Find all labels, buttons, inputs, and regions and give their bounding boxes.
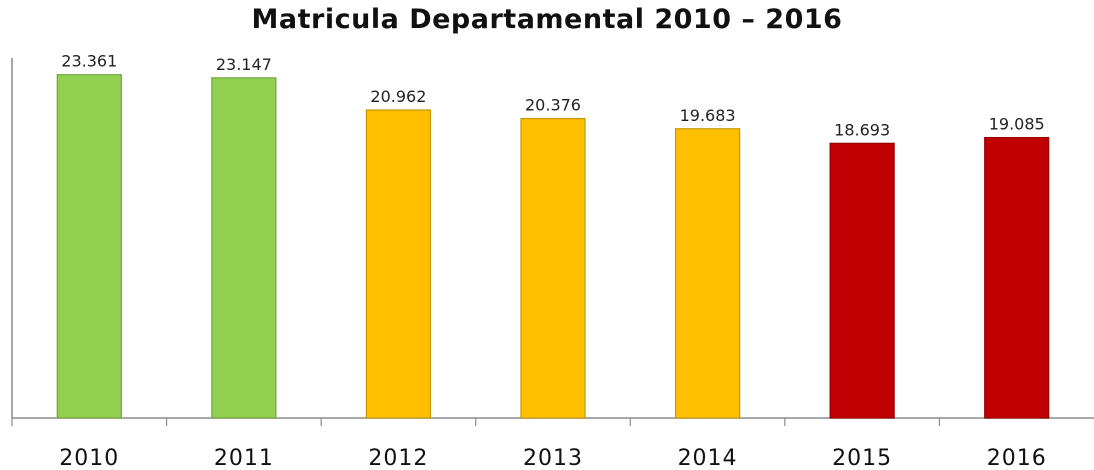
value-label-2012: 20.962 [370, 87, 426, 106]
x-tick-label-2015: 2015 [832, 446, 892, 470]
bar-2015 [829, 142, 895, 419]
bar-2012 [365, 109, 432, 419]
x-tick-label-2010: 2010 [59, 446, 119, 470]
bars-layer [56, 74, 1050, 419]
value-label-2011: 23.147 [216, 55, 272, 74]
bar-2014 [674, 128, 741, 419]
value-label-2013: 20.376 [525, 96, 581, 115]
value-label-2014: 19.683 [680, 106, 736, 125]
bar-2016 [984, 136, 1050, 419]
value-labels-layer: 23.361 23.147 20.962 20.376 19.683 18.693 19.0… [61, 52, 1044, 140]
bar-2011 [211, 77, 277, 419]
value-label-2016: 19.085 [989, 115, 1045, 134]
x-tick-label-2011: 2011 [214, 446, 274, 470]
x-tick-label-2016: 2016 [987, 446, 1047, 470]
x-ticks-layer: 2010 2011 2012 2013 2014 2015 2016 [11, 418, 1047, 470]
x-tick-label-2013: 2013 [523, 446, 583, 470]
x-tick-label-2014: 2014 [678, 446, 738, 470]
value-label-2015: 18.693 [834, 120, 890, 139]
x-tick-label-2012: 2012 [368, 446, 428, 470]
bar-2013 [520, 117, 586, 419]
bar-2010 [56, 74, 122, 419]
value-label-2010: 23.361 [61, 52, 117, 71]
chart-title: Matricula Departamental 2010 – 2016 [251, 4, 843, 35]
